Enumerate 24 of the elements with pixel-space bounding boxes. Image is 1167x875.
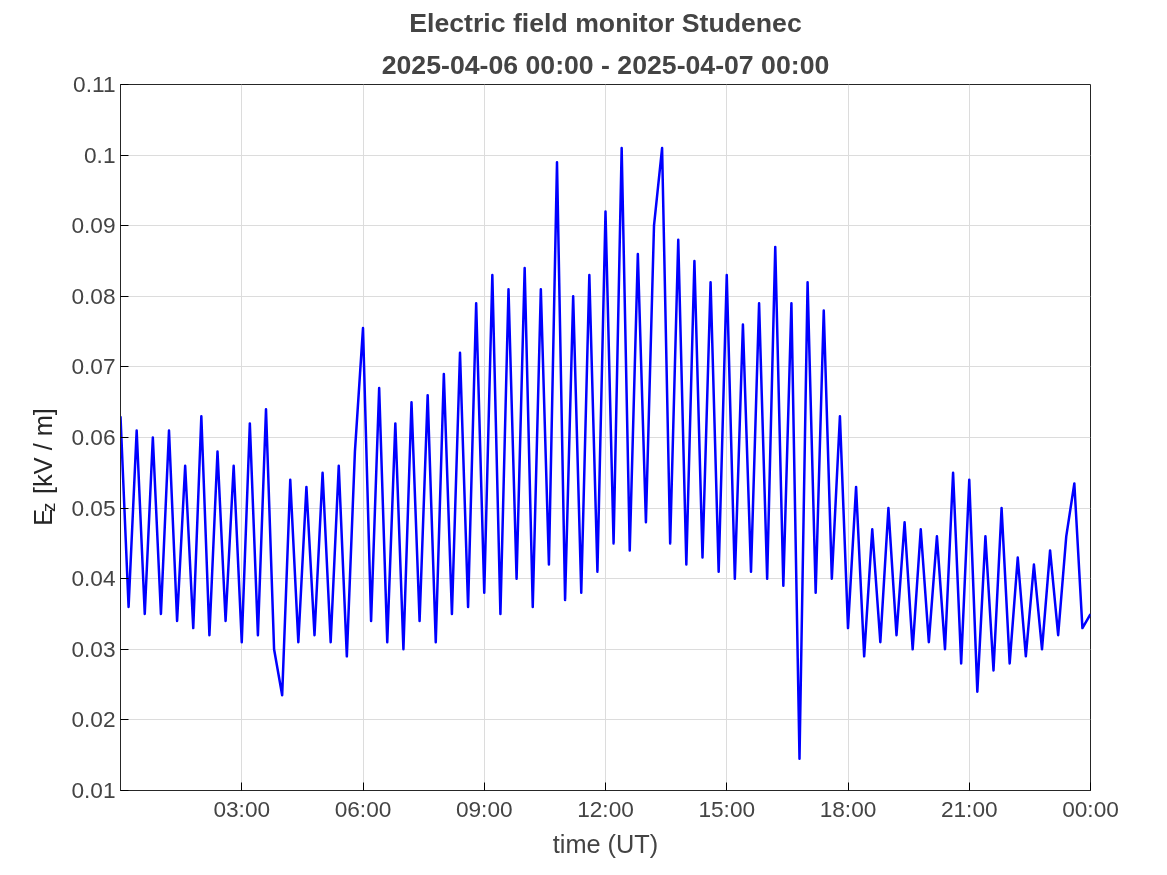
x-tick-label: 00:00 bbox=[1062, 795, 1119, 822]
x-tick-label: 03:00 bbox=[213, 795, 271, 822]
y-tick-label: 0.05 bbox=[71, 494, 116, 521]
line-series bbox=[120, 146, 1091, 760]
chart-title: Electric field monitor Studenec bbox=[409, 7, 802, 38]
y-tick-label: 0.07 bbox=[71, 353, 116, 380]
y-tick-label: 0.02 bbox=[71, 706, 116, 733]
y-tick-label: 0.06 bbox=[71, 424, 116, 450]
y-tick-label: 0.01 bbox=[71, 777, 116, 803]
y-tick-label: 0.09 bbox=[71, 212, 116, 239]
x-tick-label: 18:00 bbox=[819, 795, 877, 822]
y-tick-label: 0.03 bbox=[71, 635, 116, 662]
y-tick-label: 0.04 bbox=[71, 565, 116, 592]
x-tick-label: 21:00 bbox=[940, 795, 998, 822]
y-tick-label: 0.11 bbox=[73, 71, 116, 97]
x-axis-title: time (UT) bbox=[552, 829, 659, 858]
x-tick-label: 09:00 bbox=[455, 795, 513, 822]
x-tick-label: 12:00 bbox=[577, 795, 634, 822]
y-tick-label: 0.1 bbox=[84, 141, 116, 168]
y-axis-title: Ez [kV / m] bbox=[28, 408, 59, 526]
chart-subtitle: 2025-04-06 00:00 - 2025-04-07 00:00 bbox=[381, 49, 830, 80]
x-tick-label: 15:00 bbox=[698, 795, 756, 822]
y-tick-label: 0.08 bbox=[71, 282, 116, 309]
x-tick-label: 06:00 bbox=[334, 795, 392, 822]
